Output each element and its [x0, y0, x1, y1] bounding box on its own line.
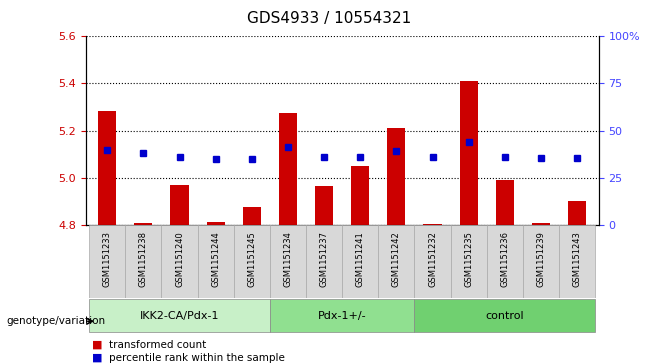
- FancyBboxPatch shape: [161, 225, 197, 298]
- Bar: [207, 221, 224, 225]
- Bar: [134, 223, 153, 225]
- Text: GSM1151236: GSM1151236: [500, 231, 509, 287]
- Bar: [532, 223, 550, 225]
- FancyBboxPatch shape: [270, 299, 415, 332]
- FancyBboxPatch shape: [89, 299, 270, 332]
- FancyBboxPatch shape: [197, 225, 234, 298]
- Text: GSM1151237: GSM1151237: [320, 231, 328, 287]
- Text: GSM1151232: GSM1151232: [428, 231, 437, 287]
- Bar: [495, 180, 514, 225]
- Text: GDS4933 / 10554321: GDS4933 / 10554321: [247, 11, 411, 26]
- Bar: [351, 166, 369, 225]
- Bar: [98, 111, 116, 225]
- Text: GSM1151239: GSM1151239: [536, 231, 545, 287]
- Text: GSM1151242: GSM1151242: [392, 231, 401, 287]
- FancyBboxPatch shape: [415, 299, 595, 332]
- Bar: [388, 129, 405, 225]
- FancyBboxPatch shape: [559, 225, 595, 298]
- Text: GSM1151243: GSM1151243: [572, 231, 582, 287]
- FancyBboxPatch shape: [125, 225, 161, 298]
- FancyBboxPatch shape: [306, 225, 342, 298]
- Text: percentile rank within the sample: percentile rank within the sample: [109, 352, 284, 363]
- Text: Pdx-1+/-: Pdx-1+/-: [318, 311, 367, 321]
- FancyBboxPatch shape: [270, 225, 306, 298]
- Bar: [568, 201, 586, 225]
- Text: GSM1151244: GSM1151244: [211, 231, 220, 287]
- Text: control: control: [486, 311, 524, 321]
- FancyBboxPatch shape: [342, 225, 378, 298]
- FancyBboxPatch shape: [234, 225, 270, 298]
- Text: ■: ■: [92, 352, 103, 363]
- FancyBboxPatch shape: [523, 225, 559, 298]
- Text: GSM1151233: GSM1151233: [103, 231, 112, 287]
- FancyBboxPatch shape: [415, 225, 451, 298]
- Bar: [279, 113, 297, 225]
- Text: transformed count: transformed count: [109, 340, 206, 350]
- Bar: [243, 207, 261, 225]
- FancyBboxPatch shape: [451, 225, 487, 298]
- Text: GSM1151245: GSM1151245: [247, 231, 257, 287]
- Text: IKK2-CA/Pdx-1: IKK2-CA/Pdx-1: [139, 311, 219, 321]
- Text: ■: ■: [92, 340, 103, 350]
- FancyBboxPatch shape: [89, 225, 125, 298]
- FancyBboxPatch shape: [487, 225, 523, 298]
- Bar: [460, 81, 478, 225]
- Bar: [315, 186, 333, 225]
- Bar: [424, 224, 442, 225]
- Text: GSM1151238: GSM1151238: [139, 231, 148, 287]
- Text: GSM1151241: GSM1151241: [356, 231, 365, 287]
- Text: GSM1151234: GSM1151234: [284, 231, 292, 287]
- Text: GSM1151235: GSM1151235: [464, 231, 473, 287]
- Bar: [170, 185, 189, 225]
- Text: GSM1151240: GSM1151240: [175, 231, 184, 287]
- FancyBboxPatch shape: [378, 225, 415, 298]
- Text: genotype/variation: genotype/variation: [7, 316, 106, 326]
